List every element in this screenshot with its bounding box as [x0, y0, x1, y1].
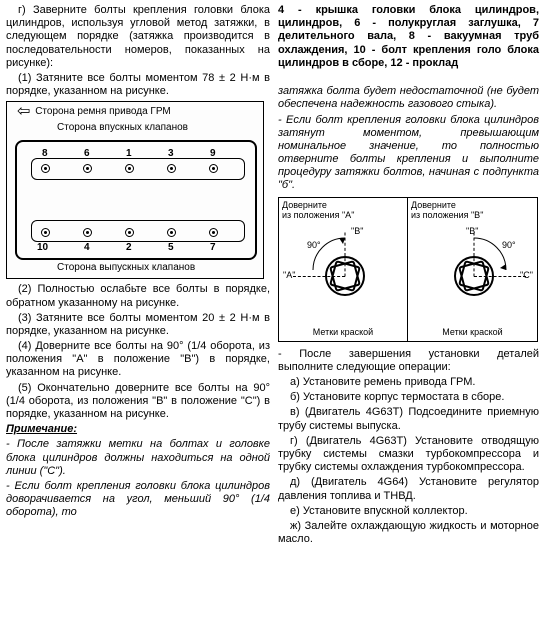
dial-line-h	[293, 276, 345, 277]
fig1-boltnum: 9	[210, 148, 216, 160]
fig1-boltnum: 5	[168, 242, 174, 254]
right-italic-2: - Если болт крепления головки блока цили…	[278, 114, 539, 193]
fig1-top-label: ⇦ Сторона ремня привода ГРМ	[17, 106, 171, 118]
left-para-2: (2) Полностью ослабьте все болты в поряд…	[6, 283, 270, 309]
right-italic-1: затяжка болта будет недостаточной (не бу…	[278, 85, 539, 111]
left-para-3: (3) Затяните все болты моментом 20 ± 2 Н…	[6, 312, 270, 338]
dial-arc-icon	[470, 234, 510, 274]
fig1-exhaust-label: Сторона выпускных клапанов	[57, 262, 195, 274]
fig1-boltnum: 8	[42, 148, 48, 160]
right-d: д) (Двигатель 4G64) Установите регулятор…	[278, 476, 539, 502]
fig1-boltnum: 3	[168, 148, 174, 160]
dial-marks-label: Метки краской	[408, 327, 537, 338]
dial-marks-label: Метки краской	[279, 327, 407, 338]
fig1-arrow-text: Сторона ремня привода ГРМ	[35, 106, 171, 117]
right-b: б) Установите корпус термостата в сборе.	[278, 391, 539, 404]
figure-bolt-order: ⇦ Сторона ремня привода ГРМ Сторона впус…	[6, 101, 264, 279]
fig1-boltnum: 10	[37, 242, 48, 254]
fig1-boltnum: 4	[84, 242, 90, 254]
dial-left: Доверните из положения "А" "B" 90° "A" М…	[278, 197, 408, 342]
right-v: в) (Двигатель 4G63Т) Подсоедините приемн…	[278, 406, 539, 432]
right-g: г) (Двигатель 4G63Т) Установите отводящу…	[278, 435, 539, 475]
note-2: - Если болт крепления головки блока цили…	[6, 480, 270, 520]
fig1-boltnum: 7	[210, 242, 216, 254]
note-heading: Примечание:	[6, 423, 77, 435]
right-zh: ж) Залейте охлаждающую жидкость и моторн…	[278, 520, 539, 546]
left-para-4: (4) Доверните все болты на 90° (1/4 обор…	[6, 340, 270, 380]
right-e: е) Установите впускной коллектор.	[278, 505, 539, 518]
fig1-block-outline: 8 6 1 3 9 10 4 2 5 7	[15, 140, 257, 260]
dial-right: Доверните из положения "В" "B" 90° "C" М…	[408, 197, 538, 342]
left-para-5: (5) Окончательно доверните все болты на …	[6, 382, 270, 422]
dial-arc-icon	[309, 234, 349, 274]
right-after: - После завершения установки деталей вып…	[278, 348, 539, 374]
figure-angle-dials: Доверните из положения "А" "B" 90° "A" М…	[278, 197, 538, 342]
fig1-boltnum: 1	[126, 148, 132, 160]
right-heading: 4 - крышка головки блока цилиндров, цили…	[278, 4, 539, 70]
dial-left-label: Доверните из положения "А"	[282, 201, 354, 221]
dial-right-label: Доверните из положения "В"	[411, 201, 483, 221]
note-1: - После затяжки метки на болтах и головк…	[6, 438, 270, 478]
fig1-intake-label: Сторона впускных клапанов	[57, 122, 188, 134]
left-para-1: (1) Затяните все болты моментом 78 ± 2 Н…	[6, 72, 270, 98]
dial-mark-B: "B"	[351, 226, 363, 237]
left-para-g: г) Заверните болты крепления головки бло…	[6, 4, 270, 70]
fig1-boltnum: 2	[126, 242, 132, 254]
fig1-boltnum: 6	[84, 148, 90, 160]
dial-line-h	[474, 276, 526, 277]
right-a: а) Установите ремень привода ГРМ.	[278, 376, 539, 389]
